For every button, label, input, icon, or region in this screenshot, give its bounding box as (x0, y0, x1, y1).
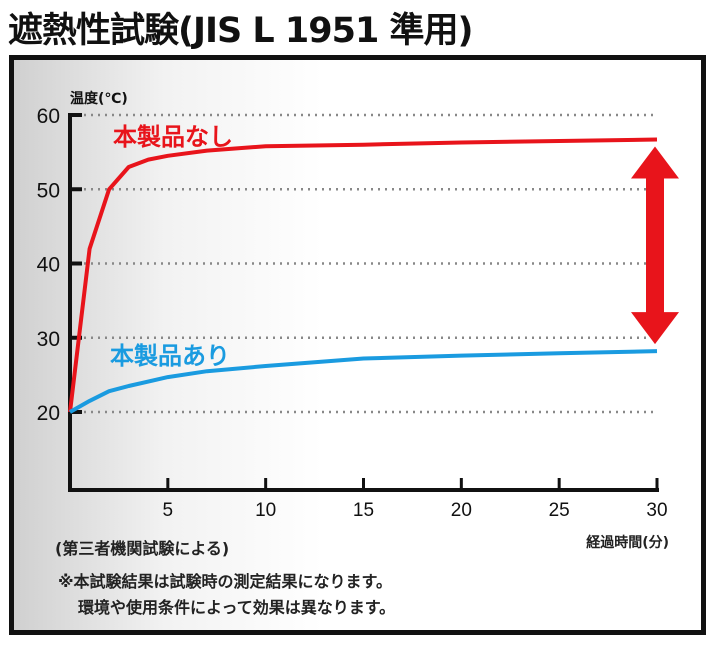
x-tick-label: 25 (549, 500, 570, 521)
y-tick-label: 30 (37, 328, 60, 351)
x-tick-label: 5 (163, 500, 174, 521)
y-tick-label: 40 (37, 254, 60, 277)
chart-frame (9, 55, 706, 635)
series-line-1 (68, 137, 658, 413)
series-label-1: 本製品なし (113, 123, 233, 151)
x-tick-label: 15 (353, 500, 374, 521)
double-arrow-icon (631, 146, 679, 345)
x-tick-label: 30 (646, 500, 667, 521)
disclaimer-line-2: 環境や使用条件によって効果は異なります。 (78, 598, 396, 617)
series-label-2: 本製品あり (110, 342, 230, 370)
y-axis-label: 温度(℃) (70, 90, 128, 107)
disclaimer-line-1: ※本試験結果は試験時の測定結果になります。 (58, 572, 392, 591)
source-note: (第三者機関試験による) (55, 539, 230, 558)
y-tick-label: 50 (37, 179, 60, 202)
y-tick-label: 60 (37, 105, 60, 128)
chart-title: 遮熱性試験(JIS L 1951 準用) (8, 11, 474, 51)
series-line-2 (69, 349, 658, 414)
x-axis-label: 経過時間(分) (586, 534, 669, 551)
x-tick-label: 10 (255, 500, 276, 521)
x-tick-label: 20 (451, 500, 472, 521)
y-tick-label: 20 (37, 402, 60, 425)
